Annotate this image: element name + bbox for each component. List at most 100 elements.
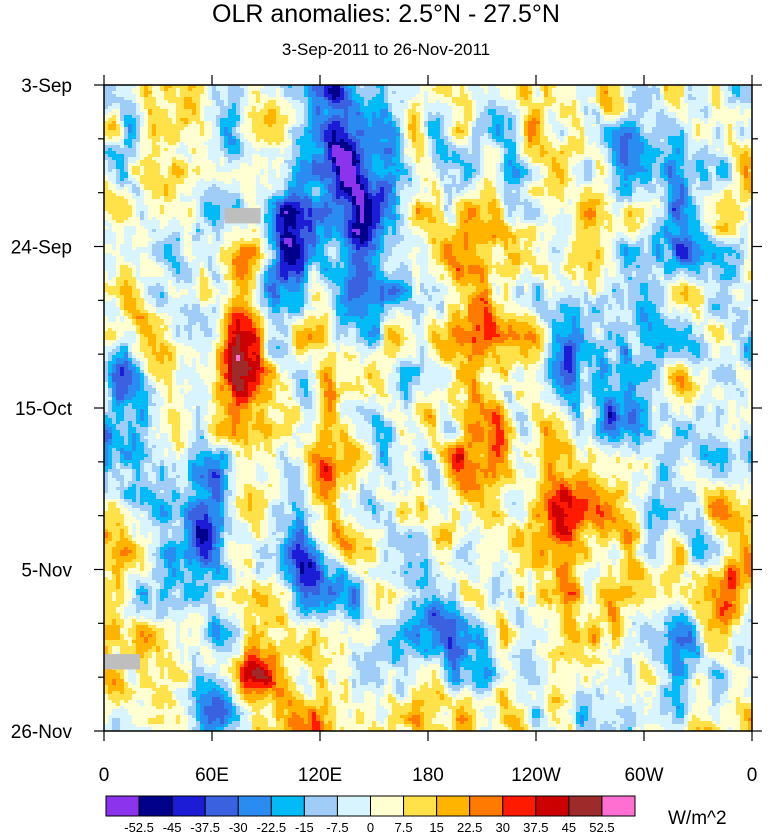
heatmap-cell	[400, 190, 420, 193]
heatmap-cell	[512, 124, 516, 127]
heatmap-cell	[300, 250, 304, 253]
heatmap-cell	[544, 181, 560, 184]
heatmap-cell	[232, 127, 236, 130]
heatmap-cell	[664, 259, 668, 262]
heatmap-cell	[392, 187, 396, 190]
heatmap-cell	[724, 196, 732, 199]
heatmap-cell	[572, 223, 576, 226]
heatmap-cell	[712, 178, 716, 181]
heatmap-cell	[652, 199, 660, 202]
heatmap-cell	[612, 226, 628, 229]
heatmap-cell	[656, 247, 660, 250]
heatmap-cell	[528, 124, 536, 127]
heatmap-cell	[164, 271, 172, 274]
heatmap-cell	[584, 121, 596, 124]
heatmap-cell	[404, 136, 408, 139]
heatmap-cell	[172, 250, 180, 253]
heatmap-cell	[716, 136, 720, 139]
heatmap-cell	[528, 169, 532, 172]
heatmap-cell	[532, 112, 540, 115]
heatmap-cell	[640, 232, 652, 235]
heatmap-cell	[428, 268, 444, 271]
heatmap-cell	[240, 166, 268, 169]
heatmap-cell	[412, 169, 416, 172]
heatmap-cell	[436, 202, 440, 205]
heatmap-cell	[344, 184, 360, 187]
heatmap-cell	[240, 196, 244, 199]
heatmap-cell	[140, 190, 144, 193]
heatmap-cell	[332, 256, 336, 259]
heatmap-cell	[512, 121, 516, 124]
heatmap-cell	[160, 208, 164, 211]
heatmap-cell	[232, 259, 248, 262]
heatmap-cell	[508, 247, 520, 250]
heatmap-cell	[564, 136, 568, 139]
heatmap-cell	[640, 238, 644, 241]
heatmap-cell	[732, 130, 736, 133]
heatmap-cell	[188, 160, 192, 163]
heatmap-cell	[544, 193, 548, 196]
heatmap-cell	[300, 154, 312, 157]
heatmap-cell	[348, 259, 352, 262]
heatmap-cell	[648, 181, 652, 184]
heatmap-cell	[544, 148, 556, 151]
heatmap-cell	[160, 136, 164, 139]
heatmap-cell	[196, 277, 200, 280]
heatmap-cell	[704, 226, 712, 229]
heatmap-cell	[596, 109, 600, 112]
heatmap-cell	[704, 205, 716, 208]
heatmap-cell	[108, 169, 112, 172]
heatmap-cell	[416, 277, 420, 280]
heatmap-cell	[268, 271, 276, 274]
heatmap-cell	[732, 157, 736, 160]
heatmap-cell	[520, 94, 528, 97]
heatmap-cell	[672, 250, 676, 253]
heatmap-cell	[148, 118, 172, 121]
heatmap-cell	[308, 115, 312, 118]
heatmap-cell	[332, 238, 336, 241]
heatmap-cell	[268, 244, 272, 247]
heatmap-cell	[620, 115, 628, 118]
heatmap-cell	[304, 94, 308, 97]
heatmap-cell	[504, 262, 512, 265]
heatmap-cell	[384, 262, 400, 265]
heatmap-cell	[296, 115, 304, 118]
heatmap-cell	[408, 178, 412, 181]
heatmap-cell	[372, 235, 376, 238]
heatmap-cell	[136, 193, 140, 196]
heatmap-cell	[120, 265, 128, 268]
heatmap-cell	[696, 187, 712, 190]
heatmap-cell	[264, 115, 276, 118]
heatmap-cell	[432, 193, 440, 196]
heatmap-cell	[704, 211, 716, 214]
heatmap-cell	[148, 88, 152, 91]
heatmap-cell	[196, 229, 200, 232]
heatmap-cell	[472, 139, 480, 142]
heatmap-cell	[240, 142, 244, 145]
heatmap-cell	[328, 190, 336, 193]
heatmap-cell	[352, 94, 360, 97]
heatmap-cell	[400, 214, 404, 217]
heatmap-cell	[692, 184, 700, 187]
heatmap-cell	[344, 115, 348, 118]
heatmap-cell	[556, 229, 572, 232]
heatmap-cell	[664, 235, 692, 238]
heatmap-cell	[192, 190, 204, 193]
heatmap-cell	[348, 109, 360, 112]
heatmap-cell	[344, 97, 348, 100]
heatmap-cell	[624, 112, 628, 115]
heatmap-cell	[132, 205, 136, 208]
heatmap-cell	[688, 196, 692, 199]
heatmap-cell	[136, 97, 144, 100]
heatmap-cell	[176, 175, 180, 178]
heatmap-cell	[680, 208, 684, 211]
heatmap-cell	[740, 133, 744, 136]
heatmap-cell	[520, 172, 528, 175]
heatmap-cell	[292, 139, 296, 142]
heatmap-cell	[220, 265, 228, 268]
heatmap-cell	[668, 226, 680, 229]
heatmap-cell	[744, 214, 748, 217]
heatmap-cell	[464, 106, 472, 109]
heatmap-cell	[416, 124, 420, 127]
heatmap-cell	[188, 148, 192, 151]
